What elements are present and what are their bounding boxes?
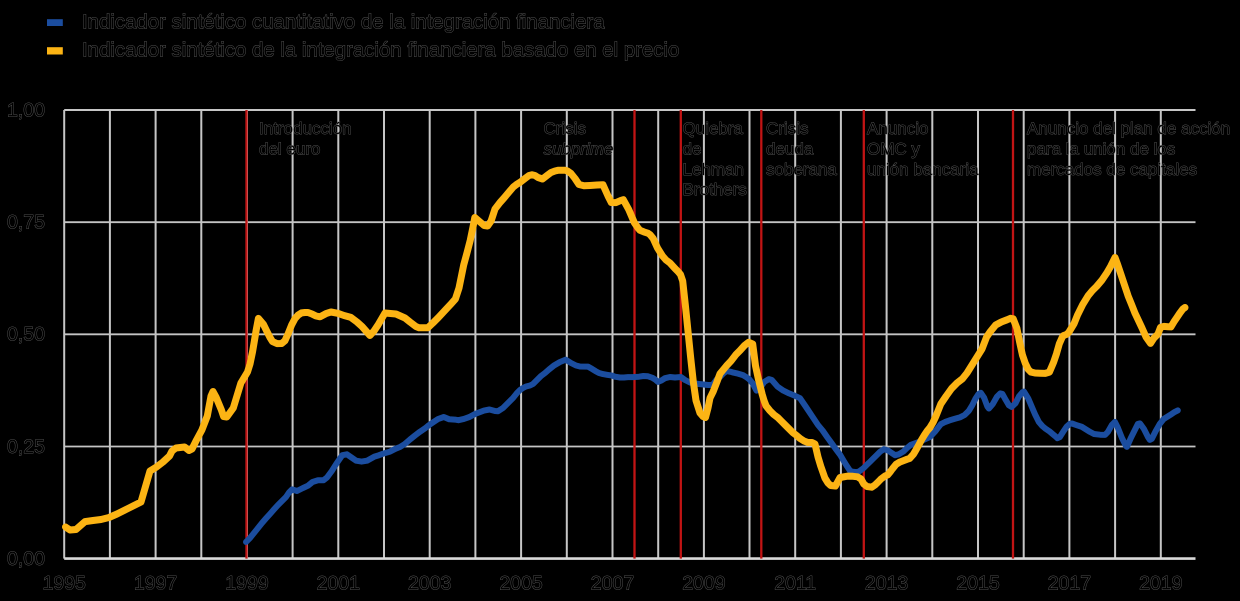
svg-text:2003: 2003 — [408, 573, 451, 595]
svg-text:1997: 1997 — [134, 573, 177, 595]
svg-text:Brothers: Brothers — [683, 180, 747, 199]
svg-text:Quiebra: Quiebra — [683, 119, 744, 138]
svg-text:Indicador sintético cuantitati: Indicador sintético cuantitativo de la i… — [82, 12, 605, 34]
svg-text:Indicador sintético de la inte: Indicador sintético de la integración fi… — [82, 40, 679, 62]
svg-text:Anuncio: Anuncio — [867, 119, 928, 138]
svg-text:1999: 1999 — [225, 573, 268, 595]
svg-text:subprime: subprime — [544, 139, 614, 158]
svg-text:0,50: 0,50 — [7, 324, 45, 346]
svg-text:2015: 2015 — [956, 573, 1000, 595]
svg-text:unión bancaria: unión bancaria — [867, 160, 979, 179]
svg-text:0,00: 0,00 — [7, 548, 45, 570]
svg-text:Anuncio del plan de acción: Anuncio del plan de acción — [1027, 119, 1230, 138]
svg-text:2013: 2013 — [865, 573, 908, 595]
svg-text:de: de — [683, 139, 702, 158]
svg-text:Introducción: Introducción — [259, 119, 352, 138]
svg-text:2017: 2017 — [1048, 573, 1091, 595]
svg-text:0,75: 0,75 — [7, 212, 45, 234]
svg-text:Lehman: Lehman — [683, 160, 744, 179]
svg-text:deuda: deuda — [766, 139, 814, 158]
svg-text:2007: 2007 — [591, 573, 634, 595]
svg-text:mercados de capitales: mercados de capitales — [1027, 160, 1197, 179]
svg-text:0,25: 0,25 — [7, 436, 45, 458]
svg-text:2005: 2005 — [499, 573, 543, 595]
svg-text:1995: 1995 — [43, 573, 87, 595]
svg-text:2011: 2011 — [774, 573, 816, 595]
svg-text:Crisis: Crisis — [766, 119, 809, 138]
svg-text:soberana: soberana — [766, 160, 837, 179]
svg-text:2019: 2019 — [1139, 573, 1182, 595]
svg-text:2001: 2001 — [317, 573, 360, 595]
svg-text:del euro: del euro — [259, 139, 320, 158]
svg-text:1,00: 1,00 — [7, 99, 45, 121]
svg-text:para la unión de los: para la unión de los — [1027, 139, 1175, 158]
svg-text:Crisis: Crisis — [544, 119, 587, 138]
svg-text:2009: 2009 — [682, 573, 725, 595]
svg-text:OMC y: OMC y — [867, 139, 920, 158]
